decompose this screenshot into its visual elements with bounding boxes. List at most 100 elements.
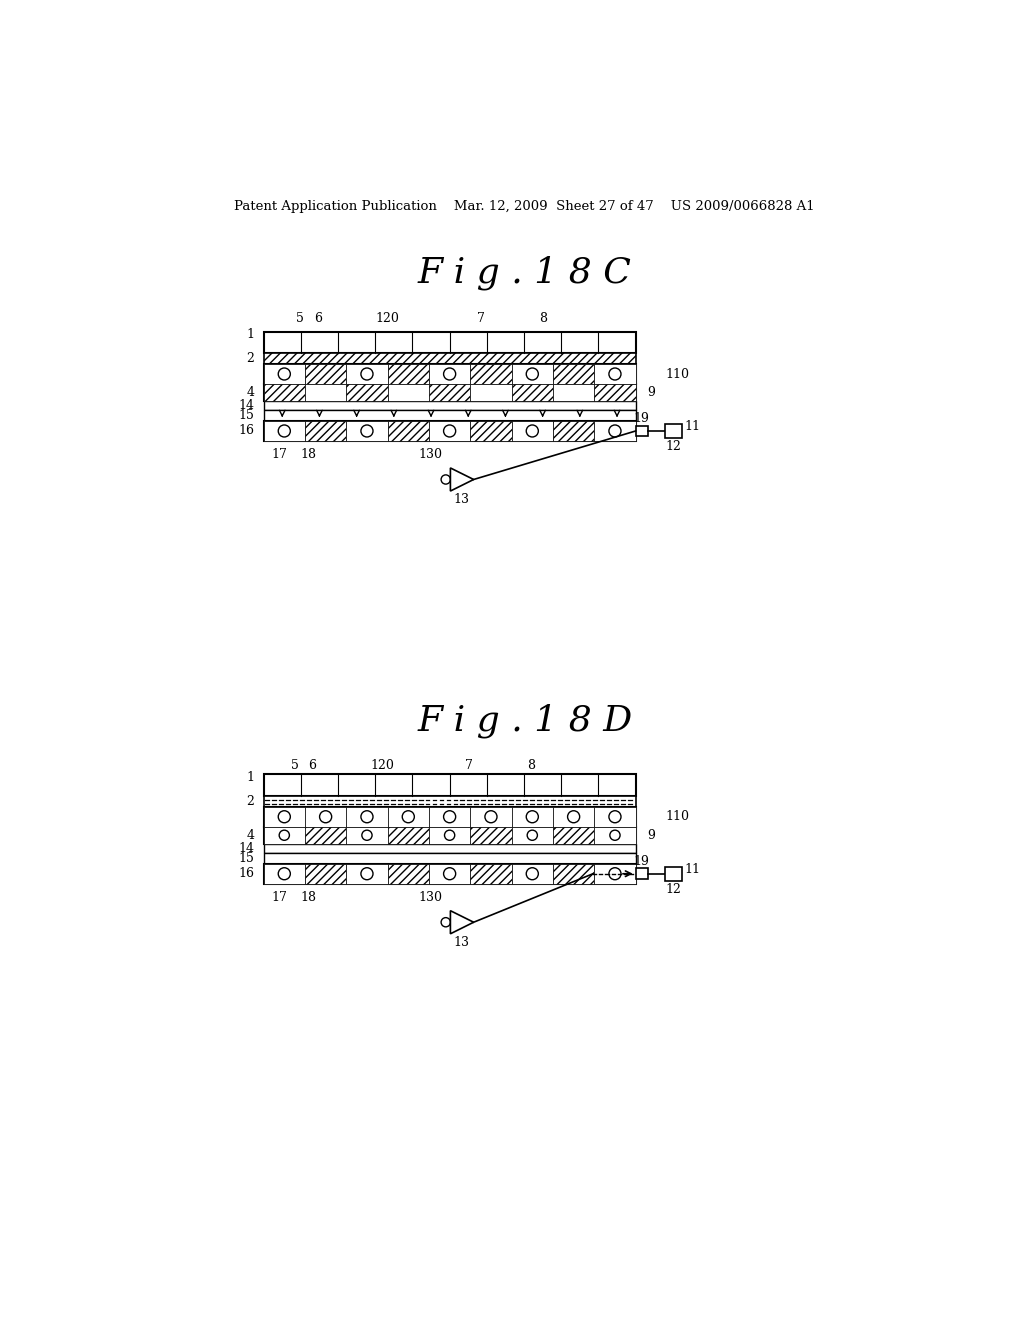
Text: 13: 13 xyxy=(454,936,469,949)
Bar xyxy=(263,384,636,401)
Bar xyxy=(429,863,470,884)
Circle shape xyxy=(360,867,373,879)
Polygon shape xyxy=(451,911,474,933)
Circle shape xyxy=(444,830,455,841)
Text: 7: 7 xyxy=(477,312,484,325)
Text: F i g . 1 8 D: F i g . 1 8 D xyxy=(417,704,633,738)
Bar xyxy=(594,364,636,384)
Circle shape xyxy=(443,425,456,437)
Circle shape xyxy=(609,368,621,380)
Bar xyxy=(429,384,470,401)
Bar xyxy=(305,421,346,441)
Text: 12: 12 xyxy=(666,440,682,453)
Circle shape xyxy=(360,368,373,380)
Text: 9: 9 xyxy=(647,385,655,399)
Bar xyxy=(305,364,346,384)
Bar xyxy=(263,421,305,441)
Bar xyxy=(665,424,682,438)
Bar xyxy=(263,826,636,843)
Bar xyxy=(305,384,346,401)
Bar xyxy=(263,843,636,853)
Bar xyxy=(429,364,470,384)
Circle shape xyxy=(402,810,415,822)
Circle shape xyxy=(279,425,291,437)
Text: 1: 1 xyxy=(247,771,254,784)
Bar xyxy=(388,364,429,384)
Bar xyxy=(512,364,553,384)
Text: 2: 2 xyxy=(247,795,254,808)
Circle shape xyxy=(441,917,451,927)
Text: 110: 110 xyxy=(665,367,689,380)
Bar xyxy=(553,384,594,401)
Circle shape xyxy=(526,810,539,822)
Bar xyxy=(594,807,636,826)
Circle shape xyxy=(609,867,621,879)
Bar xyxy=(263,863,305,884)
Circle shape xyxy=(360,425,373,437)
Text: 8: 8 xyxy=(539,312,547,325)
Bar xyxy=(470,863,512,884)
Text: 17: 17 xyxy=(271,449,287,462)
Bar xyxy=(470,421,512,441)
Text: 11: 11 xyxy=(684,862,700,875)
Text: 19: 19 xyxy=(634,412,650,425)
Circle shape xyxy=(609,810,621,822)
Bar xyxy=(346,863,388,884)
Text: 17: 17 xyxy=(271,891,287,904)
Text: 16: 16 xyxy=(239,425,254,437)
Circle shape xyxy=(279,810,291,822)
Text: 4: 4 xyxy=(247,829,254,842)
Circle shape xyxy=(610,830,621,841)
Circle shape xyxy=(360,810,373,822)
Text: 16: 16 xyxy=(239,867,254,880)
Bar xyxy=(263,354,636,364)
Text: 19: 19 xyxy=(634,855,650,869)
Text: 15: 15 xyxy=(239,851,254,865)
Circle shape xyxy=(567,810,580,822)
Bar xyxy=(470,384,512,401)
Text: 18: 18 xyxy=(301,891,316,904)
Bar xyxy=(553,863,594,884)
Bar xyxy=(263,807,305,826)
Bar xyxy=(388,826,429,843)
Bar xyxy=(305,807,346,826)
Bar xyxy=(594,421,636,441)
Bar xyxy=(512,384,553,401)
Circle shape xyxy=(443,368,456,380)
Text: 7: 7 xyxy=(465,759,473,772)
Circle shape xyxy=(319,810,332,822)
Text: 9: 9 xyxy=(647,829,655,842)
Bar xyxy=(263,863,636,884)
Text: 1: 1 xyxy=(247,329,254,342)
Bar xyxy=(553,807,594,826)
Bar xyxy=(263,853,636,863)
Bar xyxy=(429,826,470,843)
Bar xyxy=(594,826,636,843)
Text: 4: 4 xyxy=(247,385,254,399)
Text: 120: 120 xyxy=(376,312,399,325)
Polygon shape xyxy=(451,469,474,491)
Text: 13: 13 xyxy=(454,492,469,506)
Circle shape xyxy=(526,867,539,879)
Bar xyxy=(263,331,636,354)
Text: 6: 6 xyxy=(314,312,322,325)
Text: Patent Application Publication    Mar. 12, 2009  Sheet 27 of 47    US 2009/00668: Patent Application Publication Mar. 12, … xyxy=(234,199,815,213)
Bar xyxy=(553,826,594,843)
Bar xyxy=(512,807,553,826)
Bar xyxy=(512,863,553,884)
Bar xyxy=(470,364,512,384)
Text: 6: 6 xyxy=(308,759,316,772)
Text: 15: 15 xyxy=(239,409,254,422)
Text: 8: 8 xyxy=(527,759,535,772)
Bar xyxy=(512,826,553,843)
Text: 12: 12 xyxy=(666,883,682,896)
Bar xyxy=(388,807,429,826)
Bar xyxy=(346,364,388,384)
Circle shape xyxy=(609,425,621,437)
Bar xyxy=(346,421,388,441)
Circle shape xyxy=(527,830,538,841)
Circle shape xyxy=(361,830,372,841)
Circle shape xyxy=(526,425,539,437)
Circle shape xyxy=(443,867,456,879)
Bar xyxy=(263,384,305,401)
